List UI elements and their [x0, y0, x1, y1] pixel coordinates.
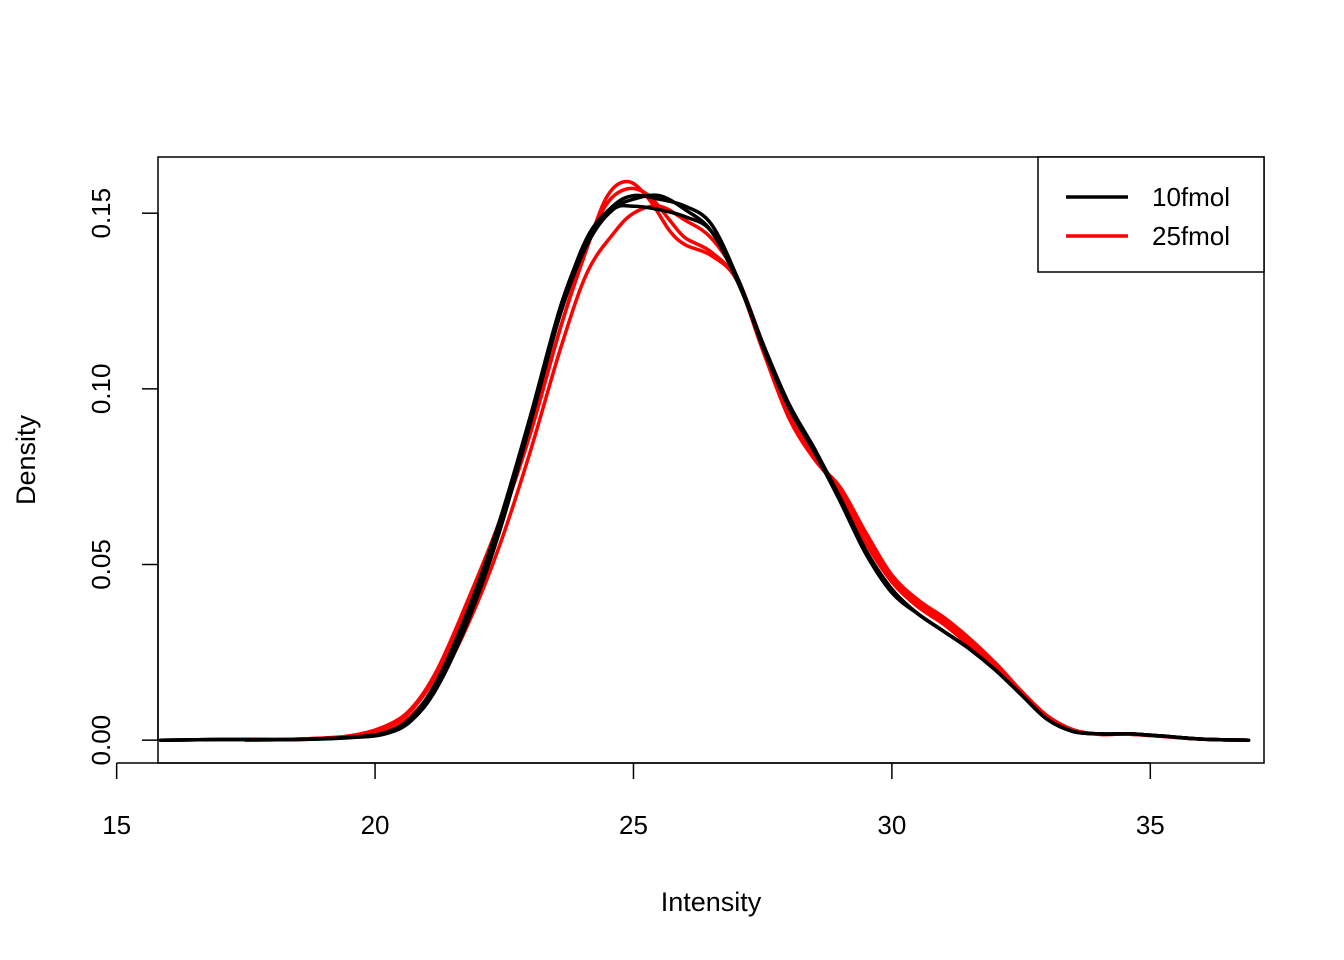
x-tick-label: 15 — [102, 810, 131, 840]
x-tick-label: 35 — [1136, 810, 1165, 840]
density-curves — [158, 179, 1251, 742]
y-tick-label: 0.10 — [86, 364, 116, 415]
x-tick-label: 25 — [619, 810, 648, 840]
density-curve-10fmol — [158, 203, 1251, 742]
x-tick-label: 30 — [877, 810, 906, 840]
y-tick-label: 0.00 — [86, 715, 116, 766]
legend: 10fmol 25fmol — [1037, 156, 1265, 273]
y-tick-label: 0.05 — [86, 539, 116, 590]
legend-box — [1037, 156, 1265, 273]
density-curve-10fmol — [158, 193, 1251, 742]
density-curve-10fmol — [158, 193, 1251, 742]
x-axis: 15 20 25 30 35 — [102, 762, 1165, 840]
y-tick-label: 0.15 — [86, 188, 116, 239]
density-curve-25fmol — [244, 204, 1251, 742]
legend-label-25fmol: 25fmol — [1152, 221, 1230, 251]
y-axis: 0.00 0.05 0.10 0.15 — [86, 188, 159, 766]
legend-label-10fmol: 10fmol — [1152, 182, 1230, 212]
y-axis-label: Density — [11, 414, 41, 505]
x-axis-label: Intensity — [661, 887, 762, 917]
x-tick-label: 20 — [361, 810, 390, 840]
